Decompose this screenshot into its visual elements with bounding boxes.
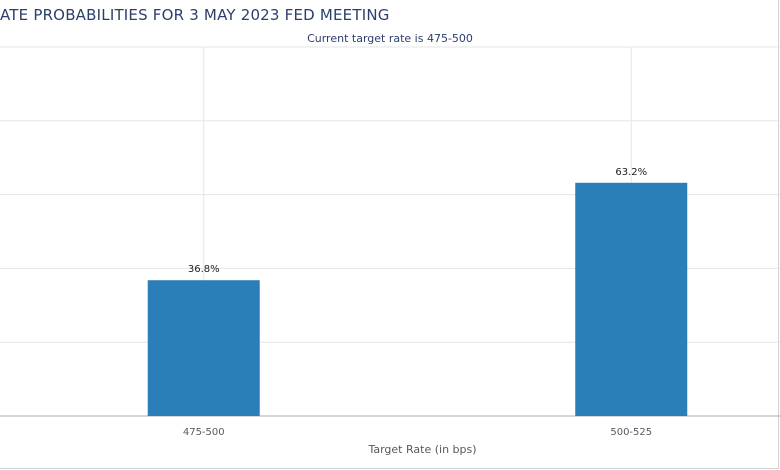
- x-tick-labels: 475-500 500-525: [183, 427, 652, 438]
- bars: [147, 182, 688, 416]
- x-tick-label-500-525: 500-525: [610, 427, 652, 438]
- bar-475-500[interactable]: [147, 280, 260, 416]
- x-tick-label-475-500: 475-500: [183, 427, 225, 438]
- chart-subtitle: Current target rate is 475-500: [307, 32, 473, 45]
- chart-title: RATE PROBABILITIES FOR 3 MAY 2023 FED ME…: [0, 6, 390, 24]
- data-labels: 36.8% 63.2%: [188, 167, 647, 275]
- data-label-475-500: 36.8%: [188, 264, 220, 275]
- x-axis-label: Target Rate (in bps): [368, 443, 477, 456]
- bar-500-525[interactable]: [575, 182, 688, 416]
- data-label-500-525: 63.2%: [615, 167, 647, 178]
- gridlines: [0, 46, 780, 417]
